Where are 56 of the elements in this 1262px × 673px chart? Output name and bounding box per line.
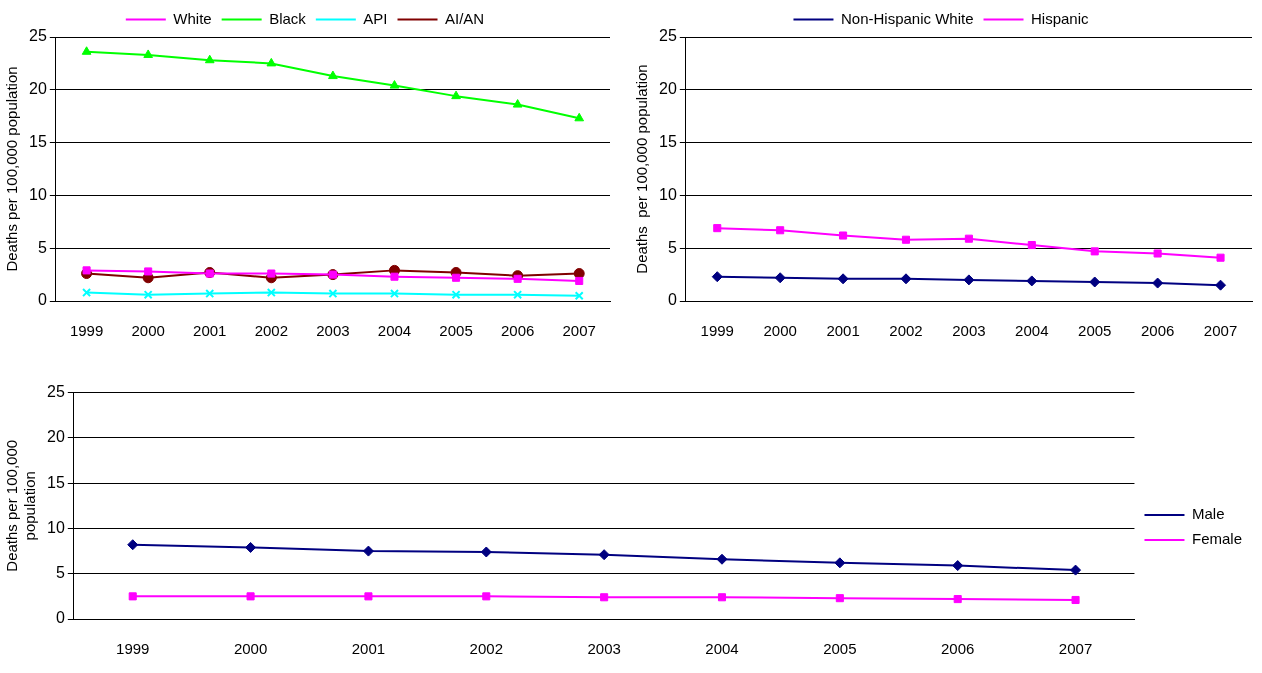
y-tick-label: 20 — [47, 428, 65, 446]
y-tick-label: 25 — [29, 27, 47, 45]
legend-label: White — [173, 9, 212, 27]
x-tick-label: 2004 — [377, 322, 412, 340]
y-axis-title: Deaths per 100,000 population — [633, 64, 651, 274]
y-tick-label: 5 — [55, 564, 65, 582]
x-tick-label: 2007 — [1203, 322, 1238, 340]
x-tick-label: 2000 — [763, 322, 797, 340]
x-tick-label: 2000 — [233, 640, 268, 658]
x-tick-label: 1999 — [116, 640, 150, 658]
legend-label: Non-Hispanic White — [840, 9, 974, 27]
x-tick-label: 1999 — [700, 322, 734, 340]
legend-label: Female — [1191, 530, 1243, 548]
legend-label: API — [363, 9, 388, 27]
x-tick-label: 2002 — [469, 640, 503, 658]
x-tick-label: 2007 — [1058, 640, 1093, 658]
y-tick-label: 20 — [29, 80, 47, 98]
x-tick-label: 2000 — [131, 322, 165, 340]
y-tick-label: 25 — [47, 383, 65, 401]
y-tick-label: 15 — [47, 473, 65, 491]
x-tick-label: 2005 — [823, 640, 857, 658]
legend-label: Black — [269, 9, 307, 27]
y-tick-label: 20 — [659, 80, 677, 98]
y-tick-label: 5 — [667, 238, 677, 256]
x-tick-label: 2005 — [1078, 322, 1112, 340]
x-tick-label: 2002 — [254, 322, 289, 340]
legend-label: Male — [1191, 505, 1225, 523]
x-tick-label: 2003 — [587, 640, 621, 658]
y-tick-label: 10 — [47, 518, 65, 536]
x-tick-label: 2001 — [351, 640, 386, 658]
x-tick-label: 2003 — [952, 322, 986, 340]
y-tick-label: 10 — [29, 185, 47, 203]
x-tick-label: 2002 — [889, 322, 923, 340]
x-tick-label: 2001 — [826, 322, 860, 340]
legend-label: AI/AN — [445, 9, 485, 27]
y-axis-title: Deaths per 100,000 population — [3, 66, 21, 272]
y-axis-title: Deaths per 100,000 population — [3, 439, 39, 572]
y-tick-label: 0 — [55, 609, 65, 627]
x-tick-label: 2006 — [941, 640, 975, 658]
y-tick-label: 5 — [37, 238, 47, 256]
x-tick-label: 2006 — [1140, 322, 1175, 340]
y-tick-label: 0 — [667, 291, 677, 309]
x-tick-label: 1999 — [69, 322, 104, 340]
x-tick-label: 2004 — [705, 640, 739, 658]
y-tick-label: 25 — [659, 27, 677, 45]
y-tick-label: 15 — [29, 133, 47, 151]
legend-label: Hispanic — [1031, 9, 1090, 27]
x-tick-label: 2005 — [439, 322, 473, 340]
x-tick-label: 2003 — [316, 322, 350, 340]
x-tick-label: 2001 — [193, 322, 227, 340]
x-tick-label: 2007 — [562, 322, 596, 340]
x-tick-label: 2004 — [1015, 322, 1049, 340]
y-tick-label: 15 — [659, 133, 677, 151]
y-tick-label: 0 — [37, 291, 47, 309]
y-tick-label: 10 — [659, 185, 677, 203]
x-tick-label: 2006 — [500, 322, 535, 340]
